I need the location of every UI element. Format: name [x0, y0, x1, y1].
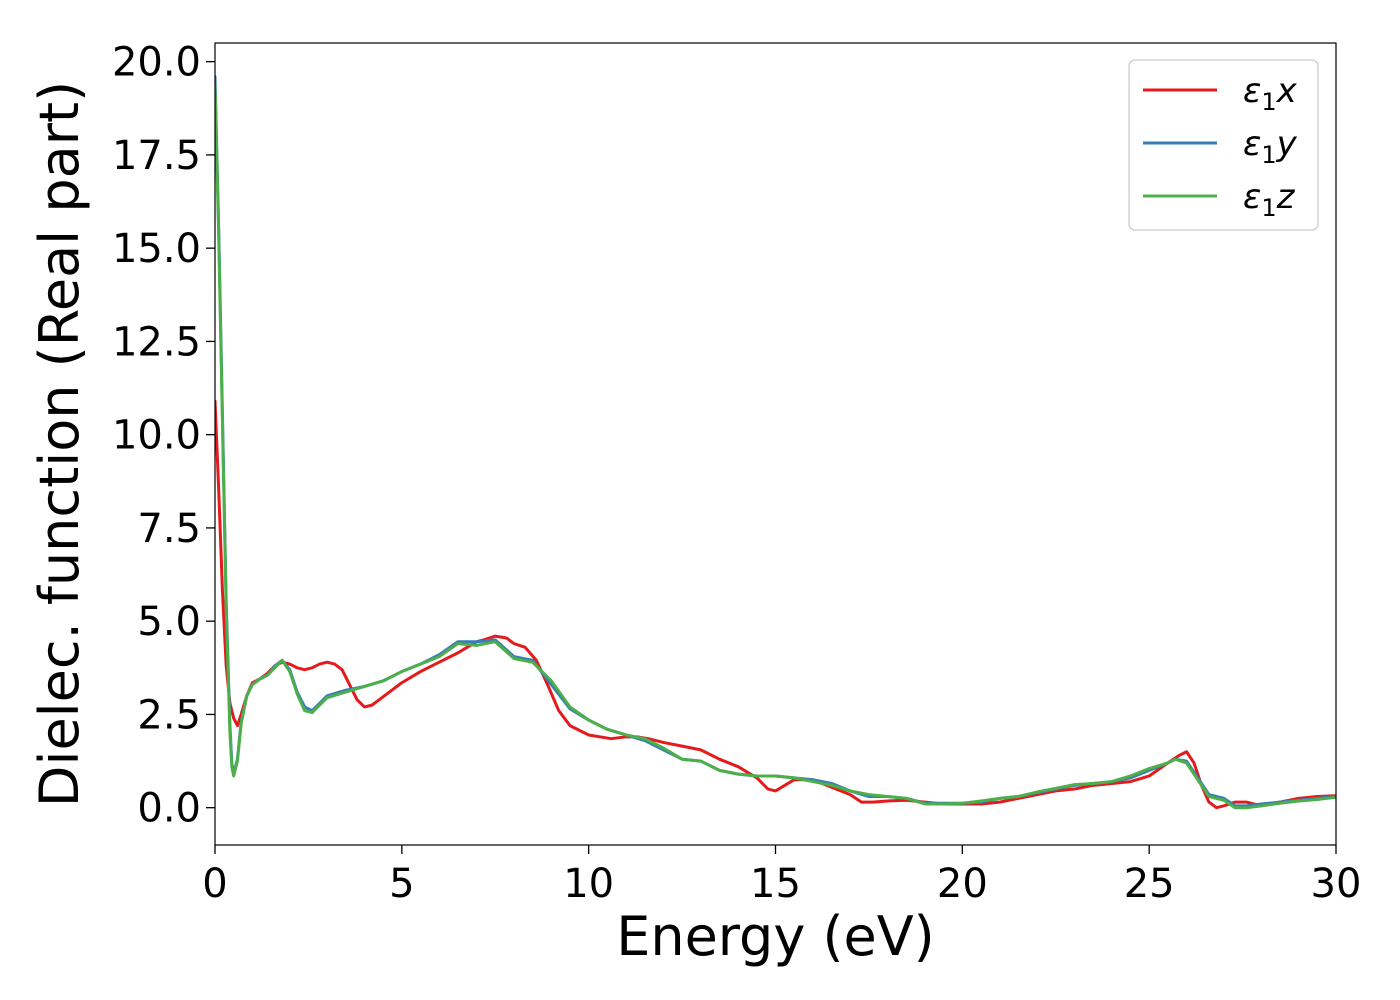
y-tick-label: 12.5: [112, 319, 201, 365]
x-tick-label: 15: [750, 861, 801, 907]
y-tick-label: 15.0: [112, 226, 201, 272]
series-line-x: [215, 399, 1336, 810]
x-tick-label: 10: [563, 861, 614, 907]
legend-label-x: ε1x: [1243, 71, 1298, 116]
series-line-z: [215, 82, 1336, 810]
x-tick-label: 20: [937, 861, 988, 907]
y-axis: 0.0 2.5 5.0 7.5 10.0 12.5 15.0 17.5 20.0: [112, 40, 215, 832]
legend-label-z: ε1z: [1243, 177, 1296, 222]
x-axis: 0 5 10 15 20 25 30: [202, 845, 1361, 907]
x-axis-label: Energy (eV): [616, 905, 935, 968]
x-tick-label: 0: [202, 861, 227, 907]
x-tick-label: 5: [389, 861, 414, 907]
x-tick-label: 25: [1124, 861, 1175, 907]
series-layer: [215, 75, 1336, 810]
legend: ε1x ε1y ε1z: [1128, 59, 1319, 231]
legend-frame: [1128, 59, 1319, 231]
y-axis-label: Dielec. function (Real part): [28, 81, 91, 807]
y-tick-label: 7.5: [137, 506, 201, 552]
x-tick-label: 30: [1311, 861, 1362, 907]
y-tick-label: 20.0: [112, 40, 201, 86]
y-tick-label: 2.5: [137, 692, 201, 738]
y-tick-label: 10.0: [112, 413, 201, 459]
y-tick-label: 0.0: [137, 786, 201, 832]
y-tick-label: 17.5: [112, 133, 201, 179]
y-tick-label: 5.0: [137, 599, 201, 645]
legend-label-y: ε1y: [1243, 124, 1298, 169]
